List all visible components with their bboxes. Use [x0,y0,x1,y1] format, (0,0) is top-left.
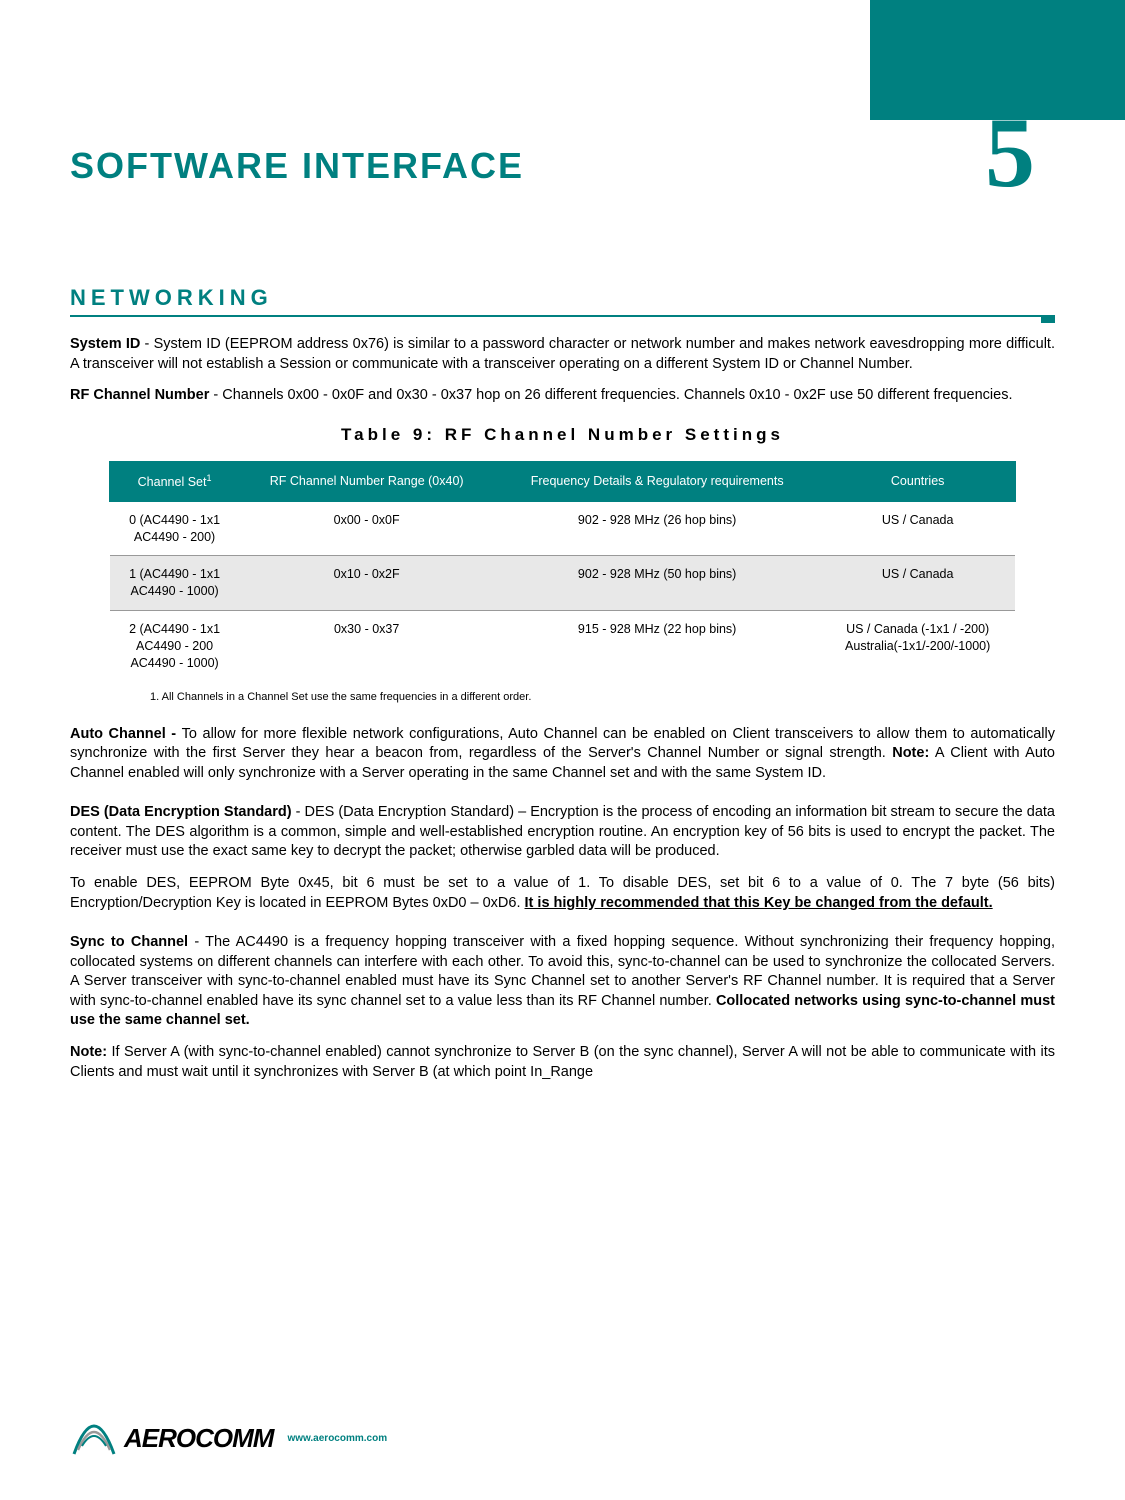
note-text: If Server A (with sync-to-channel enable… [70,1044,1055,1080]
heading-underline [70,315,1055,317]
auto-channel-label: Auto Channel - [70,726,182,742]
table-header-row: Channel Set1 RF Channel Number Range (0x… [110,461,1015,501]
table-row: 0 (AC4490 - 1x1 AC4490 - 200) 0x00 - 0x0… [110,501,1015,556]
cell-freq: 915 - 928 MHz (22 hop bins) [494,611,820,682]
table-row: 1 (AC4490 - 1x1 AC4490 - 1000) 0x10 - 0x… [110,556,1015,611]
para-system-id: System ID - System ID (EEPROM address 0x… [70,335,1055,374]
para-auto-channel: Auto Channel - To allow for more flexibl… [70,725,1055,784]
rf-channel-table: Channel Set1 RF Channel Number Range (0x… [109,461,1015,682]
th-countries: Countries [820,461,1015,501]
footer-url: www.aerocomm.com [287,1433,387,1444]
chapter-number: 5 [985,95,1035,210]
cell-set: 0 (AC4490 - 1x1 AC4490 - 200) [110,501,239,556]
cell-freq: 902 - 928 MHz (26 hop bins) [494,501,820,556]
table-footnote: 1. All Channels in a Channel Set use the… [150,690,1055,705]
auto-channel-note-label: Note: [892,745,929,761]
th-freq: Frequency Details & Regulatory requireme… [494,461,820,501]
cell-range: 0x30 - 0x37 [239,611,494,682]
cell-countries: US / Canada [820,501,1015,556]
cell-range: 0x00 - 0x0F [239,501,494,556]
cell-set: 1 (AC4490 - 1x1 AC4490 - 1000) [110,556,239,611]
table-row: 2 (AC4490 - 1x1 AC4490 - 200 AC4490 - 10… [110,611,1015,682]
system-id-label: System ID [70,336,140,352]
th-channel-set-text: Channel Set [138,475,207,489]
cell-countries: US / Canada [820,556,1015,611]
cell-countries: US / Canada (-1x1 / -200) Australia(-1x1… [820,611,1015,682]
aerocomm-logo-icon [70,1418,118,1458]
rf-channel-text: - Channels 0x00 - 0x0F and 0x30 - 0x37 h… [209,387,1012,403]
page-title: SOFTWARE INTERFACE [70,145,524,187]
para-note: Note: If Server A (with sync-to-channel … [70,1043,1055,1082]
section-heading: NETWORKING [70,285,273,311]
para-des2: To enable DES, EEPROM Byte 0x45, bit 6 m… [70,874,1055,913]
des2-underlined: It is highly recommended that this Key b… [525,895,993,911]
para-sync: Sync to Channel - The AC4490 is a freque… [70,933,1055,1031]
sync-label: Sync to Channel [70,934,188,950]
table-caption: Table 9: RF Channel Number Settings [70,424,1055,447]
des-label: DES (Data Encryption Standard) [70,804,292,820]
cell-set: 2 (AC4490 - 1x1 AC4490 - 200 AC4490 - 10… [110,611,239,682]
cell-freq: 902 - 928 MHz (50 hop bins) [494,556,820,611]
heading-tick [1041,315,1055,323]
para-des: DES (Data Encryption Standard) - DES (Da… [70,803,1055,862]
system-id-text: - System ID (EEPROM address 0x76) is sim… [70,336,1055,372]
th-channel-set-sup: 1 [206,473,211,483]
th-channel-set: Channel Set1 [110,461,239,501]
para-rf-channel: RF Channel Number - Channels 0x00 - 0x0F… [70,386,1055,406]
footer-logo: AEROCOMM www.aerocomm.com [70,1418,387,1458]
th-range: RF Channel Number Range (0x40) [239,461,494,501]
rf-channel-label: RF Channel Number [70,387,209,403]
cell-range: 0x10 - 0x2F [239,556,494,611]
content-body: System ID - System ID (EEPROM address 0x… [70,335,1055,1094]
logo-text: AEROCOMM [124,1423,273,1454]
note-label: Note: [70,1044,107,1060]
